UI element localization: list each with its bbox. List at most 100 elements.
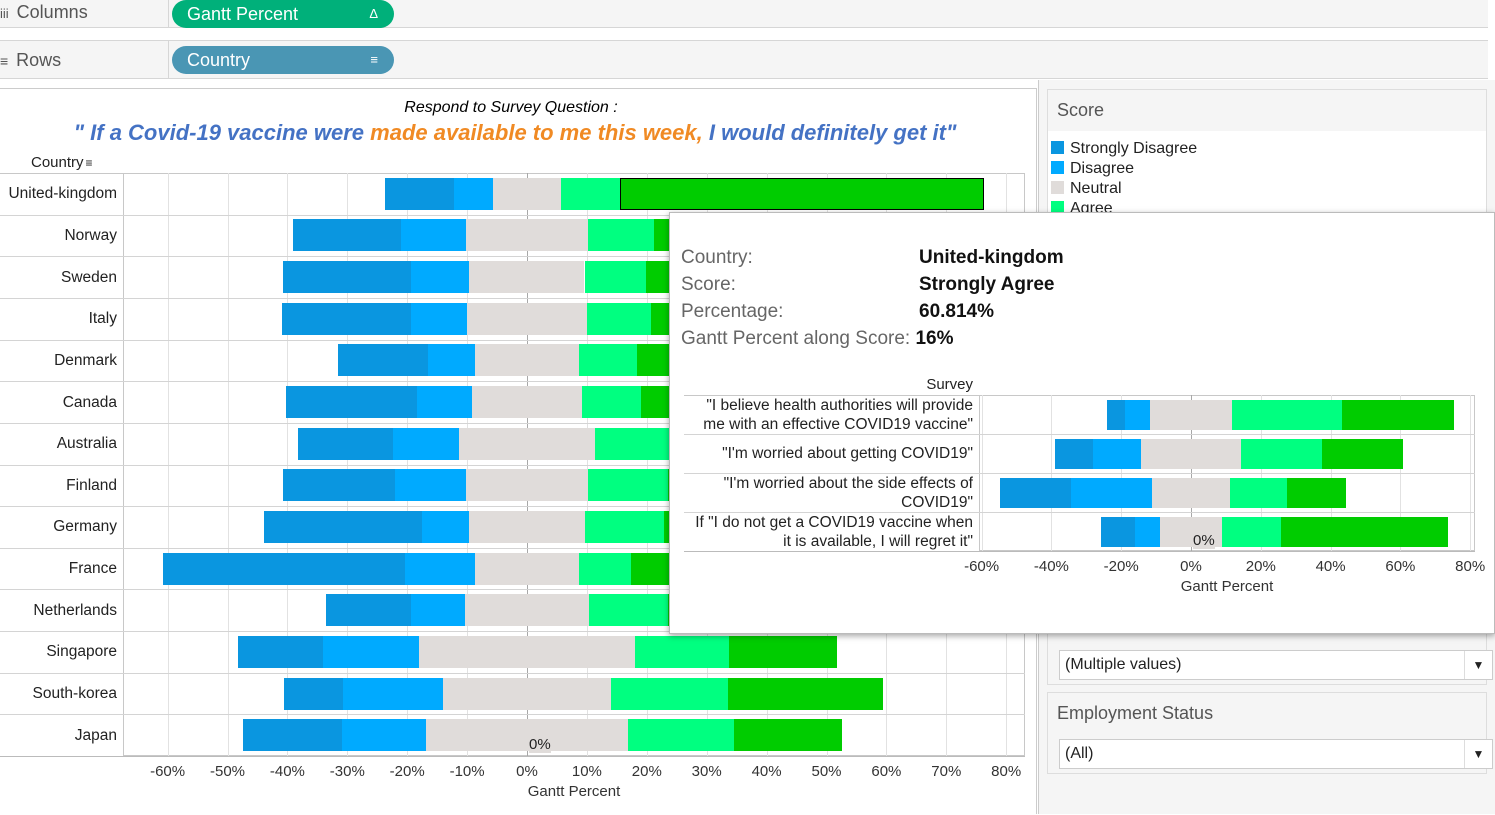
bar-if-i-do-not-get-a-covid19-vacc-strongly-agree[interactable] [1280, 516, 1449, 547]
bar-italy-agree[interactable] [586, 302, 651, 335]
bar-if-i-do-not-get-a-covid19-vacc-disagree[interactable] [1135, 516, 1161, 547]
bar-japan-strongly-disagree[interactable] [243, 719, 342, 752]
bar-france-strongly-disagree[interactable] [162, 552, 405, 585]
bar-singapore-neutral[interactable] [418, 635, 636, 668]
bar-south-korea-agree[interactable] [610, 677, 729, 710]
bar-i-m-worried-about-the-side-eff-neutral[interactable] [1152, 477, 1230, 508]
bar-netherlands-agree[interactable] [588, 594, 669, 627]
bar-i-believe-health-authorities-w-neutral[interactable] [1150, 399, 1232, 430]
bar-australia-agree[interactable] [594, 427, 679, 460]
bar-i-m-worried-about-getting-covi-neutral[interactable] [1141, 438, 1241, 469]
bar-norway-disagree[interactable] [401, 219, 466, 252]
bar-i-m-worried-about-getting-covi-strongly-disagree[interactable] [1054, 438, 1093, 469]
bar-south-korea-disagree[interactable] [343, 677, 444, 710]
bar-singapore-disagree[interactable] [323, 635, 419, 668]
bar-i-m-worried-about-the-side-eff-strongly-agree[interactable] [1287, 477, 1347, 508]
row-divider [0, 422, 1025, 424]
bar-finland-disagree[interactable] [395, 469, 466, 502]
bar-i-believe-health-authorities-w-strongly-agree[interactable] [1342, 399, 1455, 430]
country-pill[interactable]: Country ≡ [172, 46, 394, 74]
sort-icon[interactable]: ≡ [85, 156, 93, 170]
bar-south-korea-strongly-disagree[interactable] [283, 677, 344, 710]
bar-denmark-strongly-disagree[interactable] [338, 344, 428, 377]
bar-sweden-neutral[interactable] [469, 261, 585, 294]
bar-france-neutral[interactable] [474, 552, 580, 585]
bar-norway-neutral[interactable] [465, 219, 589, 252]
tooltip-key-gantt: Gantt Percent along Score: 16% [681, 328, 954, 349]
bar-denmark-agree[interactable] [578, 344, 637, 377]
bar-japan-strongly-agree[interactable] [734, 719, 843, 752]
bar-singapore-strongly-agree[interactable] [728, 635, 837, 668]
legend-item-disagree[interactable]: Disagree [1051, 160, 1134, 178]
bar-finland-agree[interactable] [588, 469, 668, 502]
bar-i-m-worried-about-getting-covi-agree[interactable] [1240, 438, 1322, 469]
bar-i-m-worried-about-the-side-eff-strongly-disagree[interactable] [999, 477, 1072, 508]
legend-item-strongly-disagree[interactable]: Strongly Disagree [1051, 140, 1197, 158]
bar-sweden-strongly-disagree[interactable] [282, 261, 412, 294]
chevron-down-icon[interactable]: ▼ [1464, 740, 1492, 768]
multiple-values-dropdown[interactable]: (Multiple values) ▼ [1059, 650, 1493, 680]
bar-south-korea-strongly-agree[interactable] [728, 677, 883, 710]
bar-i-m-worried-about-the-side-eff-agree[interactable] [1229, 477, 1288, 508]
bar-south-korea-neutral[interactable] [443, 677, 611, 710]
bar-if-i-do-not-get-a-covid19-vacc-agree[interactable] [1221, 516, 1281, 547]
bar-france-agree[interactable] [579, 552, 632, 585]
bar-netherlands-disagree[interactable] [410, 594, 466, 627]
row-divider [0, 464, 1025, 466]
bar-united-kingdom-neutral[interactable] [492, 177, 562, 210]
bar-i-m-worried-about-getting-covi-disagree[interactable] [1092, 438, 1142, 469]
score-legend: Score Strongly Disagree Disagree Neutral Ag… [1047, 89, 1487, 229]
bar-sweden-agree[interactable] [584, 261, 646, 294]
bar-italy-strongly-disagree[interactable] [282, 302, 411, 335]
bar-finland-strongly-disagree[interactable] [283, 469, 396, 502]
bar-denmark-disagree[interactable] [427, 344, 476, 377]
bar-germany-neutral[interactable] [468, 510, 586, 543]
x-tick-label: 60% [871, 763, 902, 780]
bar-netherlands-strongly-disagree[interactable] [326, 594, 411, 627]
bar-germany-agree[interactable] [585, 510, 665, 543]
bar-australia-disagree[interactable] [393, 427, 460, 460]
bar-italy-disagree[interactable] [410, 302, 468, 335]
country-column-header[interactable]: Country ≡ [31, 154, 93, 171]
bar-norway-agree[interactable] [588, 219, 654, 252]
bar-canada-neutral[interactable] [471, 386, 583, 419]
bar-japan-agree[interactable] [628, 719, 735, 752]
bar-germany-disagree[interactable] [422, 510, 469, 543]
row-label-sweden: Sweden [60, 268, 117, 286]
bar-i-believe-health-authorities-w-strongly-disagree[interactable] [1106, 399, 1126, 430]
bar-canada-disagree[interactable] [416, 386, 472, 419]
bar-canada-strongly-disagree[interactable] [286, 386, 417, 419]
row-label-south-korea: South-korea [32, 685, 117, 703]
bar-i-m-worried-about-the-side-eff-disagree[interactable] [1071, 477, 1153, 508]
bar-united-kingdom-strongly-agree[interactable] [619, 177, 984, 210]
bar-denmark-neutral[interactable] [475, 344, 579, 377]
bar-i-m-worried-about-getting-covi-strongly-agree[interactable] [1321, 438, 1403, 469]
bar-italy-neutral[interactable] [467, 302, 587, 335]
bar-i-believe-health-authorities-w-disagree[interactable] [1125, 399, 1151, 430]
bar-singapore-strongly-disagree[interactable] [237, 635, 324, 668]
bar-singapore-agree[interactable] [635, 635, 729, 668]
bar-france-disagree[interactable] [404, 552, 475, 585]
bar-united-kingdom-disagree[interactable] [454, 177, 493, 210]
bar-canada-agree[interactable] [582, 386, 641, 419]
bar-japan-neutral[interactable] [425, 719, 629, 752]
bar-netherlands-neutral[interactable] [465, 594, 589, 627]
bar-norway-strongly-disagree[interactable] [292, 219, 402, 252]
legend-item-neutral[interactable]: Neutral [1051, 180, 1122, 198]
legend-label: Disagree [1070, 160, 1135, 177]
bar-japan-disagree[interactable] [341, 719, 426, 752]
x-tick-label: -10% [449, 763, 485, 780]
bar-united-kingdom-strongly-disagree[interactable] [385, 177, 455, 210]
bar-germany-strongly-disagree[interactable] [264, 510, 423, 543]
bar-finland-neutral[interactable] [465, 469, 589, 502]
bar-australia-neutral[interactable] [459, 427, 595, 460]
x-tick-label: 0% [1180, 558, 1202, 575]
chevron-down-icon[interactable]: ▼ [1464, 651, 1492, 679]
bar-sweden-disagree[interactable] [411, 261, 470, 294]
employment-status-dropdown[interactable]: (All) ▼ [1059, 739, 1493, 769]
bar-i-believe-health-authorities-w-agree[interactable] [1231, 399, 1343, 430]
bar-if-i-do-not-get-a-covid19-vacc-strongly-disagree[interactable] [1101, 516, 1136, 547]
gantt-percent-pill[interactable]: Gantt Percent Δ [172, 0, 394, 28]
bar-united-kingdom-agree[interactable] [561, 177, 620, 210]
bar-australia-strongly-disagree[interactable] [297, 427, 394, 460]
